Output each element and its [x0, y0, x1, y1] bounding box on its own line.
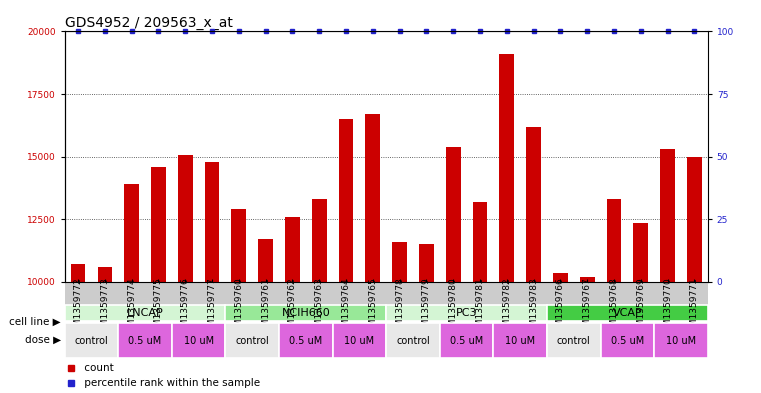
Bar [312, 199, 326, 393]
Text: 10 uM: 10 uM [505, 336, 535, 346]
Bar [392, 242, 407, 393]
Text: 0.5 uM: 0.5 uM [611, 336, 644, 346]
Text: count: count [81, 363, 113, 373]
Text: control: control [75, 336, 108, 346]
Bar [205, 162, 219, 393]
Text: percentile rank within the sample: percentile rank within the sample [81, 378, 260, 388]
Text: cell line ▶: cell line ▶ [9, 317, 61, 327]
Text: 10 uM: 10 uM [666, 336, 696, 346]
Text: 10 uM: 10 uM [344, 336, 374, 346]
Bar [231, 209, 247, 393]
Bar [600, 323, 654, 358]
Bar [419, 244, 434, 393]
Text: control: control [235, 336, 269, 346]
Text: 10 uM: 10 uM [183, 336, 214, 346]
Bar [493, 323, 547, 358]
Bar [553, 273, 568, 393]
Bar [65, 323, 118, 358]
Text: LNCAP: LNCAP [126, 308, 164, 318]
Bar [339, 119, 353, 393]
Text: NCIH660: NCIH660 [282, 308, 330, 318]
Bar [225, 305, 387, 321]
Bar [258, 239, 273, 393]
Bar [473, 202, 487, 393]
Bar [607, 199, 621, 393]
Text: GDS4952 / 209563_x_at: GDS4952 / 209563_x_at [65, 17, 233, 30]
Text: PC3: PC3 [456, 308, 477, 318]
Bar [661, 149, 675, 393]
Bar [387, 305, 547, 321]
Bar [97, 267, 112, 393]
Text: control: control [557, 336, 591, 346]
Bar [65, 305, 225, 321]
Bar [687, 156, 702, 393]
Bar [387, 323, 440, 358]
Bar [365, 114, 380, 393]
Text: 0.5 uM: 0.5 uM [450, 336, 483, 346]
Text: 0.5 uM: 0.5 uM [289, 336, 323, 346]
Bar [547, 305, 708, 321]
Bar [178, 155, 193, 393]
Bar [71, 264, 85, 393]
Bar [279, 323, 333, 358]
Bar [333, 323, 387, 358]
Bar [118, 323, 172, 358]
Bar [499, 54, 514, 393]
Bar [526, 127, 541, 393]
Text: VCAP: VCAP [613, 308, 642, 318]
Bar [633, 223, 648, 393]
Bar [440, 323, 493, 358]
Text: dose ▶: dose ▶ [25, 335, 61, 345]
Bar [172, 323, 225, 358]
Bar [547, 323, 600, 358]
Bar [654, 323, 708, 358]
Text: 0.5 uM: 0.5 uM [129, 336, 161, 346]
Bar [285, 217, 300, 393]
Text: control: control [396, 336, 430, 346]
Bar [151, 167, 166, 393]
Bar [225, 323, 279, 358]
Bar [446, 147, 460, 393]
Bar [124, 184, 139, 393]
Bar [580, 277, 594, 393]
